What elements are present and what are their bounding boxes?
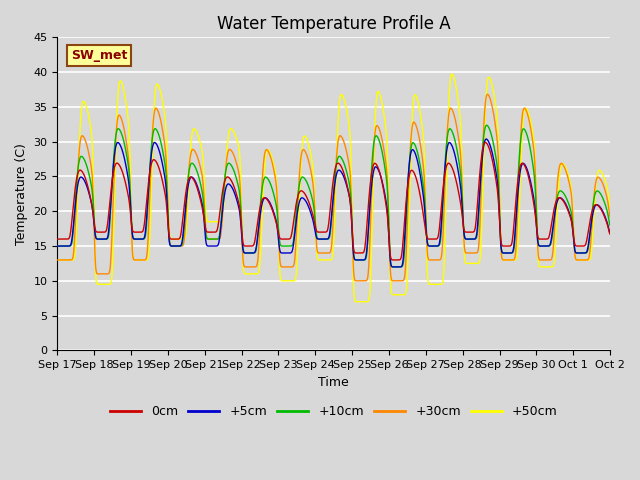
X-axis label: Time: Time bbox=[318, 376, 349, 389]
Text: SW_met: SW_met bbox=[71, 49, 127, 62]
Title: Water Temperature Profile A: Water Temperature Profile A bbox=[217, 15, 451, 33]
Legend: 0cm, +5cm, +10cm, +30cm, +50cm: 0cm, +5cm, +10cm, +30cm, +50cm bbox=[105, 400, 563, 423]
Y-axis label: Temperature (C): Temperature (C) bbox=[15, 143, 28, 245]
